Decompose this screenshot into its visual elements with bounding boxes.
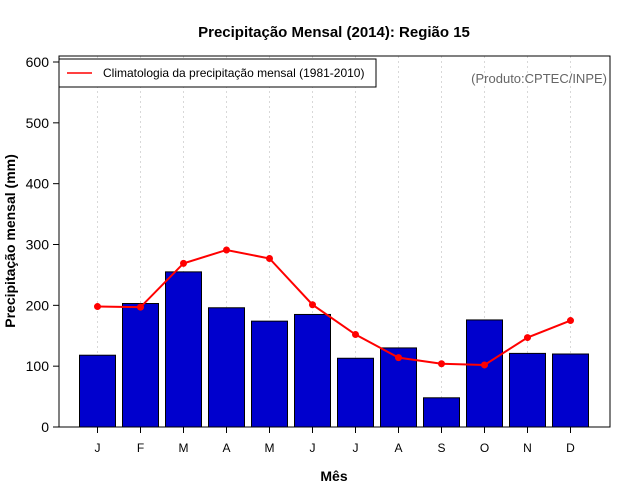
x-tick-label: D: [566, 441, 575, 455]
bar: [294, 313, 331, 428]
y-tick-label: 400: [26, 176, 50, 192]
bar: [337, 357, 374, 428]
y-tick-label: 500: [26, 115, 50, 131]
bar: [165, 271, 202, 428]
x-tick-label: O: [480, 441, 489, 455]
legend-box: [58, 58, 377, 88]
plot-frame: [58, 55, 611, 428]
x-tick-label: J: [353, 441, 359, 455]
bar: [79, 354, 116, 428]
x-tick-label: M: [265, 441, 275, 455]
climatology-point: [395, 354, 402, 362]
bar: [466, 319, 503, 428]
bar: [251, 320, 288, 428]
y-axis-title: Precipitação mensal (mm): [2, 154, 18, 328]
x-tick-label: A: [394, 441, 402, 455]
climatology-series: [94, 246, 574, 369]
bar: [509, 352, 546, 428]
climatology-point: [180, 259, 187, 267]
x-tick-label: S: [437, 441, 445, 455]
x-tick-label: J: [310, 441, 316, 455]
bar: [122, 303, 159, 428]
climatology-point: [567, 317, 574, 325]
climatology-point: [223, 246, 230, 254]
climatology-point: [137, 303, 144, 311]
x-tick-label: M: [179, 441, 189, 455]
x-tick-label: N: [523, 441, 532, 455]
legend-entry: Climatologia da precipitação mensal (198…: [103, 66, 364, 80]
chart-title: Precipitação Mensal (2014): Região 15: [198, 24, 470, 41]
y-axis: 0 100 200 300 400 500 600: [26, 54, 59, 435]
x-tick-label: A: [222, 441, 230, 455]
y-tick-label: 600: [26, 54, 50, 70]
climatology-point: [524, 334, 531, 342]
bar: [208, 307, 245, 428]
x-tick-label: J: [95, 441, 101, 455]
y-tick-label: 0: [41, 419, 49, 435]
y-tick-label: 200: [26, 297, 50, 313]
x-axis-title: Mês: [320, 468, 347, 484]
climatology-point: [94, 303, 101, 311]
climatology-point: [438, 360, 445, 368]
climatology-point: [266, 254, 273, 262]
bar: [423, 397, 460, 428]
climatology-point: [309, 301, 316, 309]
climatology-line: [97, 248, 571, 366]
y-tick-label: 300: [26, 237, 50, 253]
y-tick-label: 100: [26, 358, 50, 374]
bar: [552, 353, 589, 428]
source-annotation: (Produto:CPTEC/INPE): [471, 71, 607, 86]
climatology-point: [352, 331, 359, 339]
bar-series: [79, 271, 589, 428]
grid-lines: [97, 56, 571, 427]
x-tick-label: F: [137, 441, 144, 455]
legend: Climatologia da precipitação mensal (198…: [58, 58, 377, 88]
climatology-point: [481, 361, 488, 369]
